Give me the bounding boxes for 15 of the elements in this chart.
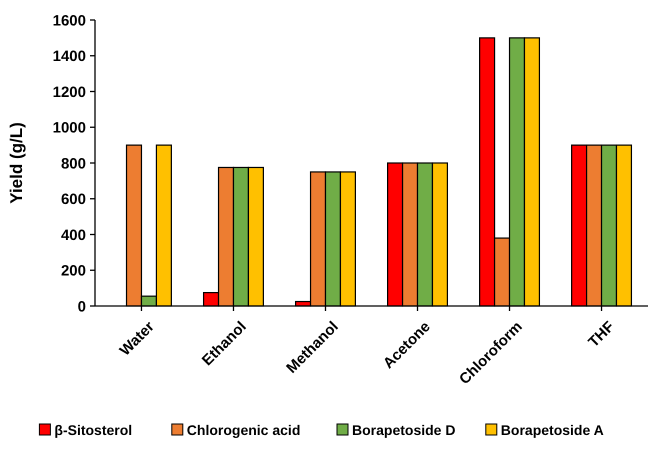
- legend-label: Chlorogenic acid: [186, 422, 300, 438]
- y-tick-label: 800: [60, 155, 86, 172]
- y-tick-label: 400: [60, 226, 86, 244]
- y-tick-label: 1000: [52, 120, 86, 136]
- y-tick-label: 1200: [52, 84, 86, 101]
- legend-label: β-Sitosterol: [54, 422, 132, 438]
- legend-label: Borapetoside A: [500, 422, 604, 438]
- y-tick-label: 200: [60, 262, 86, 280]
- y-tick-label: 1600: [52, 12, 86, 30]
- legend-label: Borapetoside D: [352, 422, 456, 438]
- y-tick-label: 0: [78, 298, 86, 316]
- y-axis-title: Yield (g/L): [7, 122, 26, 204]
- x-tick-label: THF: [585, 318, 618, 351]
- y-tick-label: 600: [60, 191, 86, 208]
- y-tick-label: 1400: [52, 48, 86, 65]
